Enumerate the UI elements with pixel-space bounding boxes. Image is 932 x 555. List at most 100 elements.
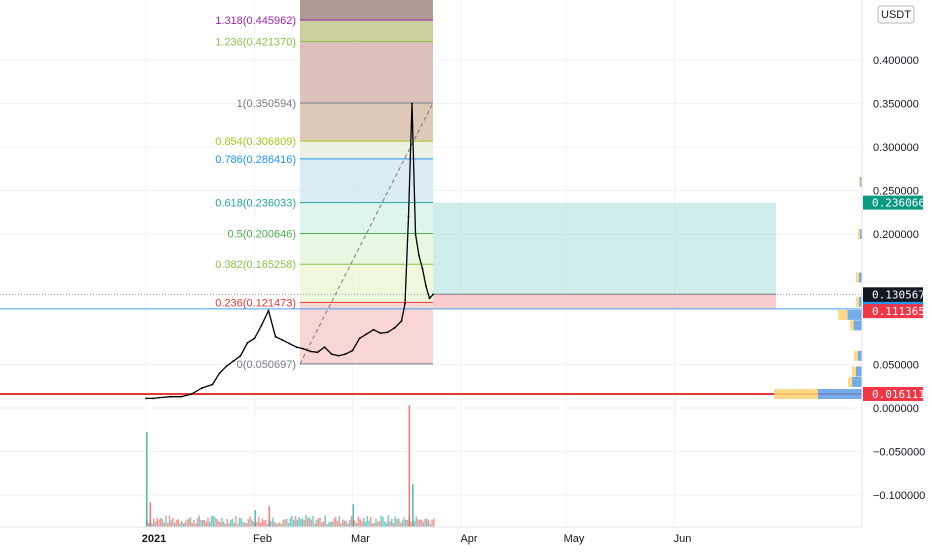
- long-position-target-zone[interactable]: [433, 202, 776, 295]
- time-axis[interactable]: 2021 Feb Mar Apr May Jun: [0, 526, 862, 545]
- price-point-14: [260, 324, 263, 327]
- x-tick-label-3: Apr: [460, 533, 477, 545]
- volume-bar: [319, 517, 321, 527]
- volume-bar: [287, 522, 290, 527]
- fib-level-label-0: 1.318(0.445962): [215, 15, 296, 27]
- volume-bar: [177, 519, 179, 527]
- volume-bar: [226, 518, 228, 527]
- price-point-10: [232, 360, 235, 362]
- long-position-stop-zone[interactable]: [433, 294, 776, 309]
- volume-bar: [380, 515, 382, 527]
- volume-bar: [422, 521, 424, 527]
- volume-bar: [410, 521, 412, 527]
- currency-badge[interactable]: USDT: [877, 5, 915, 24]
- volume-bar: [270, 520, 272, 527]
- volume-bar: [401, 520, 403, 527]
- volume-spike-6: [412, 484, 414, 527]
- volume-bar: [321, 522, 323, 527]
- price-point-35: [404, 302, 406, 305]
- fib-level-label-3: 0.854(0.306809): [215, 136, 296, 148]
- volume-profile-row: [856, 296, 859, 307]
- volume-bar: [403, 517, 405, 527]
- volume-profile-row: [838, 309, 848, 320]
- volume-bar: [375, 518, 377, 527]
- volume-bar: [275, 523, 277, 527]
- volume-bar: [368, 520, 370, 527]
- horizontal-lines[interactable]: [0, 293, 862, 395]
- price-line: [146, 102, 434, 400]
- volume-bar: [210, 516, 213, 527]
- volume-bar: [167, 522, 169, 527]
- volume-bar: [203, 519, 206, 527]
- volume-bar: [413, 520, 416, 527]
- price-point-11: [239, 354, 242, 357]
- price-point-3: [169, 395, 172, 398]
- x-tick-label-5: Jun: [674, 533, 692, 545]
- volume-bar: [331, 521, 333, 527]
- volume-bar: [289, 518, 291, 527]
- fibonacci-retracement[interactable]: [299, 0, 434, 365]
- volume-bar: [377, 521, 379, 527]
- volume-bar: [328, 522, 330, 527]
- volume-bar: [291, 515, 293, 527]
- volume-bar: [265, 519, 267, 527]
- price-point-20: [302, 347, 305, 350]
- volume-profile-row: [856, 366, 862, 377]
- volume-bar: [160, 517, 162, 527]
- volume-bar: [301, 518, 304, 527]
- volume-bar: [378, 521, 381, 527]
- volume-bar: [216, 519, 218, 527]
- fibonacci-labels: 1.318(0.445962) 1.236(0.421370) 1(0.350594…: [215, 15, 296, 371]
- price-point-36: [407, 215, 410, 218]
- volume-bar: [235, 515, 237, 527]
- y-tick-label-7: −0.050000: [873, 447, 925, 459]
- long-position-tool[interactable]: [433, 202, 776, 309]
- volume-bar: [251, 519, 253, 527]
- fib-band-4: [300, 158, 433, 203]
- volume-bar: [205, 521, 207, 527]
- volume-bar: [217, 521, 220, 527]
- volume-bar: [209, 521, 211, 527]
- volume-bar: [174, 522, 176, 527]
- y-tick-label-4: 0.200000: [873, 229, 919, 241]
- volume-bar: [373, 522, 375, 527]
- y-tick-label-5: 0.050000: [873, 360, 919, 372]
- volume-bar: [231, 518, 234, 527]
- volume-bar: [293, 519, 295, 527]
- price-point-15: [267, 309, 270, 312]
- volume-bar: [310, 519, 312, 527]
- volume-bar: [170, 520, 172, 527]
- volume-bar: [219, 522, 221, 527]
- volume-bar: [154, 521, 157, 527]
- volume-bar: [240, 518, 242, 527]
- volume-bar: [147, 522, 150, 527]
- volume-spike-0: [146, 432, 148, 527]
- price-point-27: [351, 349, 354, 352]
- price-point-1: [152, 397, 154, 400]
- price-point-2: [159, 396, 161, 399]
- price-axis[interactable]: [861, 0, 932, 527]
- volume-bar: [363, 517, 365, 527]
- volume-bar: [364, 521, 367, 527]
- x-tick-label-0: 2021: [142, 533, 166, 545]
- volume-bar: [394, 516, 396, 527]
- volume-bar: [247, 519, 249, 527]
- volume-profile-row: [774, 388, 818, 399]
- fib-band-7: [300, 264, 433, 303]
- volume-bar: [259, 522, 262, 527]
- fib-band-6: [300, 233, 433, 265]
- y-tick-label-1: 0.350000: [873, 99, 919, 111]
- y-tick-label-6: 0.000000: [873, 403, 919, 415]
- price-tags: 0.2360660.1306880.13056702:26:230.113955…: [863, 195, 925, 401]
- volume-bar: [415, 516, 417, 527]
- volume-bar: [417, 519, 419, 527]
- volume-bar: [342, 519, 344, 527]
- volume-bar: [431, 519, 433, 527]
- volume-bar: [361, 520, 363, 527]
- volume-bar: [420, 519, 423, 527]
- y-tick-label-0: 0.400000: [873, 55, 919, 67]
- price-point-12: [246, 341, 249, 344]
- volume-bar: [312, 516, 314, 527]
